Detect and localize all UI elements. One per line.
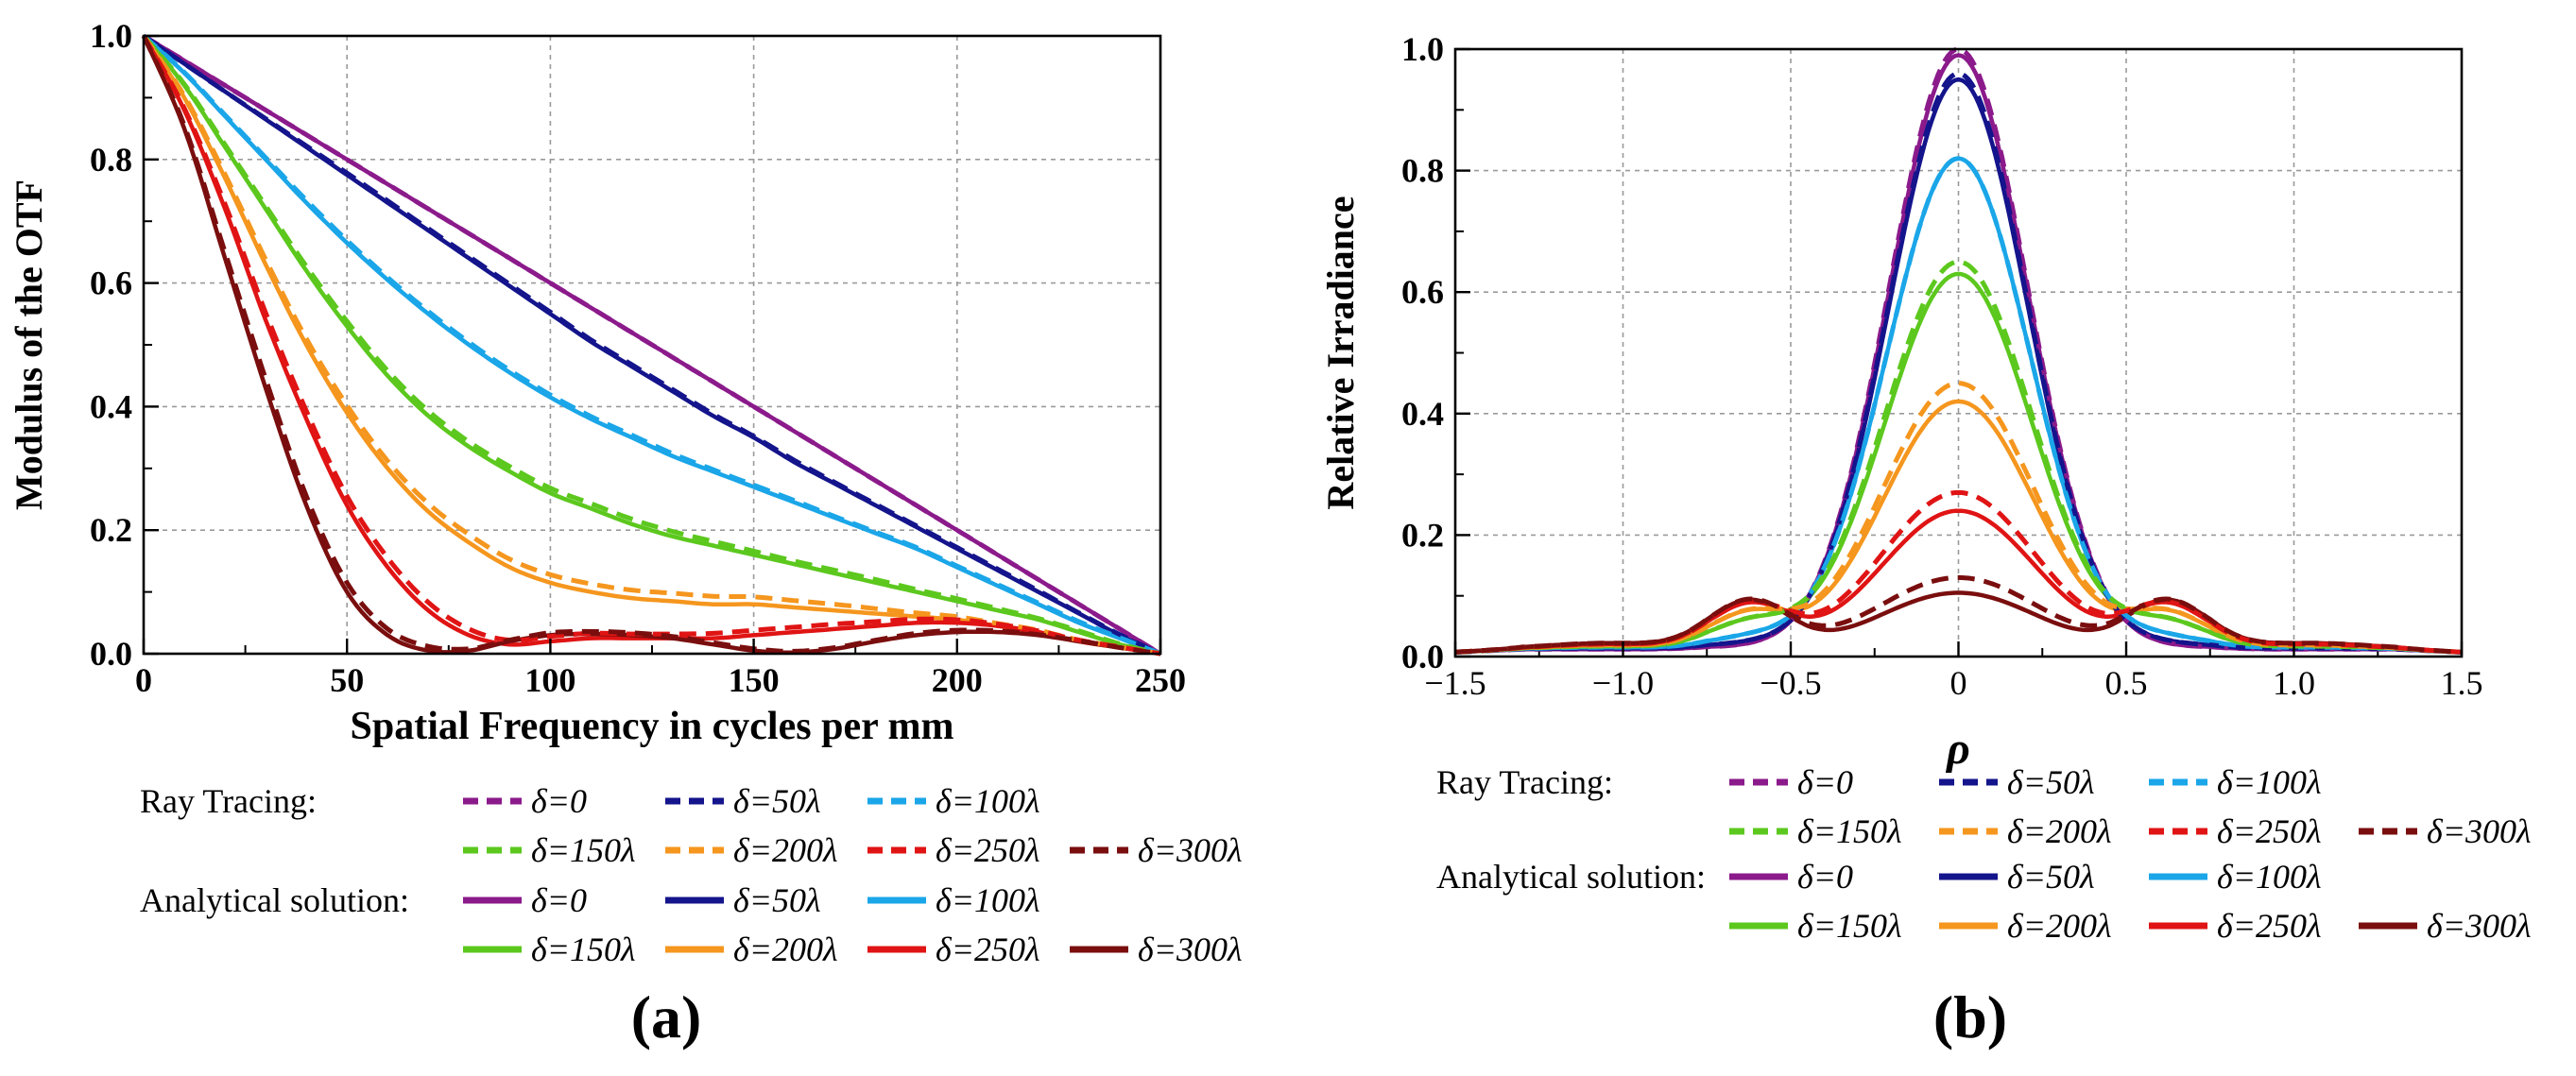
x-tick-label: 1.0: [2273, 664, 2315, 702]
legend-entry: δ=300λ: [1138, 831, 1243, 869]
series-line-ray--300: [141, 34, 1161, 657]
y-axis-label: Modulus of the OTF: [8, 179, 50, 510]
y-tick-label: 0.2: [90, 511, 132, 549]
series-line-ray--150: [142, 34, 1161, 657]
legend-entry: δ=200λ: [733, 931, 838, 968]
legend-entry: δ=100λ: [2217, 763, 2322, 801]
legend-entry: δ=0: [1797, 858, 1853, 896]
x-tick-label: −1.0: [1592, 664, 1654, 702]
plot-frame: [142, 34, 1162, 656]
series-line-analytic--150: [1454, 271, 2463, 655]
legend-entry: δ=50λ: [2007, 763, 2095, 801]
legend-entry: δ=50λ: [733, 782, 821, 820]
legend-entry: δ=50λ: [733, 881, 821, 919]
series-line-ray--200: [1454, 381, 2463, 655]
x-tick-label: 0: [135, 661, 152, 699]
series-line-ray--250: [141, 34, 1161, 657]
x-tick-label: −1.5: [1424, 664, 1485, 702]
x-tick-label: 1.5: [2441, 664, 2483, 702]
x-tick-label: 200: [932, 661, 983, 699]
x-tick-label: −0.5: [1760, 664, 1821, 702]
y-tick-label: 0.2: [1401, 516, 1444, 554]
x-axis-label: Spatial Frequency in cycles per mm: [351, 705, 954, 748]
y-tick-label: 0.8: [1401, 152, 1444, 190]
legend-entry: δ=300λ: [1138, 931, 1243, 968]
x-tick-label: 150: [729, 661, 780, 699]
legend-entry: δ=150λ: [1797, 907, 1902, 945]
y-tick-label: 0.0: [1401, 638, 1444, 675]
legend-entry: δ=200λ: [733, 831, 838, 869]
legend-entry: δ=300λ: [2427, 907, 2532, 945]
legend-entry: δ=300λ: [2427, 812, 2532, 850]
y-tick-label: 0.6: [1401, 273, 1444, 311]
y-tick-label: 0.8: [90, 141, 132, 179]
grid: [1455, 49, 2462, 657]
series-group: [141, 33, 1162, 657]
legend-ray-tracing-label: Ray Tracing:: [140, 782, 317, 820]
y-axis-label: Relative Irradiance: [1319, 196, 1362, 509]
y-tick-label: 0.4: [90, 387, 132, 425]
legend-entry: δ=0: [531, 881, 587, 919]
legend-entry: δ=200λ: [2007, 907, 2112, 945]
series-line-ray--0: [142, 33, 1162, 657]
y-tick-label: 0.6: [90, 265, 132, 302]
panel-a: 0 50 100 150 200 250 0.0 0.2 0.4 0.6 0.8 1.0 Modulus…: [8, 17, 1243, 1050]
y-tick-label: 1.0: [90, 17, 132, 55]
legend-entry: δ=150λ: [1797, 812, 1902, 850]
legend-analytical-label: Analytical solution:: [1436, 858, 1706, 896]
series-line-ray--50: [142, 33, 1162, 657]
legend-analytical-label: Analytical solution:: [140, 881, 409, 919]
x-tick-label: 0.5: [2105, 664, 2148, 702]
legend-entry: δ=150λ: [531, 931, 636, 968]
x-tick-label: 100: [524, 661, 575, 699]
panel-caption: (a): [631, 983, 702, 1050]
legend-entry: δ=50λ: [2007, 858, 2095, 896]
series-line-ray--200: [141, 34, 1161, 657]
legend-entry: δ=200λ: [2007, 812, 2112, 850]
y-tick-label: 0.4: [1401, 395, 1444, 433]
legend: Ray Tracing: Analytical solution: δ=0 δ=50λ…: [140, 782, 1243, 968]
legend-entry: δ=250λ: [2217, 812, 2322, 850]
legend-entry: δ=250λ: [936, 831, 1040, 869]
x-axis-label: ρ: [1945, 724, 1970, 774]
panel-caption: (b): [1933, 983, 2007, 1050]
y-tick-label: 1.0: [1401, 30, 1444, 68]
legend-ray-tracing-label: Ray Tracing:: [1436, 763, 1613, 801]
legend-entry: δ=150λ: [531, 831, 636, 869]
x-tick-label: 50: [330, 661, 364, 699]
legend-entry: δ=100λ: [936, 881, 1040, 919]
legend-entry: δ=250λ: [936, 931, 1040, 968]
legend-entry: δ=250λ: [2217, 907, 2322, 945]
legend-entry: δ=100λ: [2217, 858, 2322, 896]
legend: Ray Tracing: Analytical solution: δ=0 δ=50λ…: [1436, 763, 2532, 945]
legend-entry: δ=0: [1797, 763, 1853, 801]
y-tick-label: 0.0: [90, 635, 132, 673]
legend-entry: δ=100λ: [936, 782, 1040, 820]
legend-entry: δ=0: [531, 782, 587, 820]
x-tick-label: 0: [1950, 664, 1967, 702]
series-line-ray--100: [142, 34, 1161, 657]
x-tick-label: 250: [1135, 661, 1186, 699]
panel-b: −1.5 −1.0 −0.5 0 0.5 1.0 1.5 0.0 0.2 0.4 0.6 0.8 1.0…: [1319, 30, 2532, 1050]
